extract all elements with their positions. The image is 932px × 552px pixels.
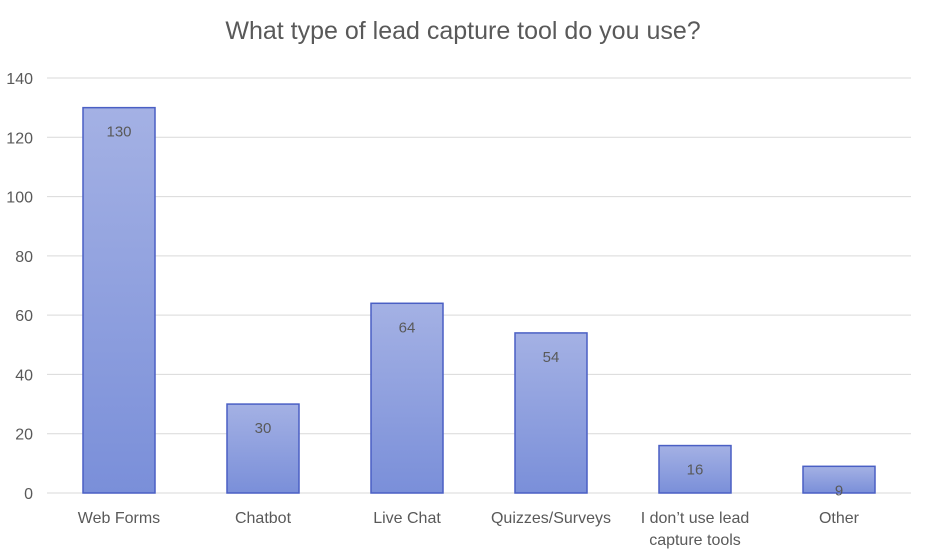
bar — [82, 106, 156, 494]
y-tick-label: 20 — [15, 427, 33, 444]
chart-title: What type of lead capture tool do you us… — [225, 17, 700, 45]
data-label: 54 — [543, 349, 560, 366]
data-label: 16 — [687, 462, 704, 479]
category-label: Other — [819, 510, 860, 527]
bar — [802, 465, 876, 494]
category-label: Chatbot — [235, 510, 292, 527]
y-tick-label: 0 — [24, 486, 33, 503]
data-label: 130 — [106, 124, 131, 141]
category-label-line: Live Chat — [373, 510, 441, 527]
bar — [514, 332, 588, 494]
data-label: 64 — [399, 319, 416, 336]
bar — [658, 444, 732, 494]
category-label: I don’t use lead capture tools — [641, 510, 750, 549]
bar — [370, 302, 444, 494]
category-label-line: Quizzes/Surveys — [491, 510, 611, 527]
bars — [82, 106, 876, 494]
x-axis-categories: Web Forms Chatbot Live Chat Quizzes/Surveys… — [78, 510, 860, 549]
y-tick-label: 40 — [15, 367, 33, 384]
category-label-line: I don’t use lead — [641, 510, 750, 527]
category-label: Live Chat — [373, 510, 441, 527]
bar — [226, 403, 300, 494]
y-tick-label: 60 — [15, 308, 33, 325]
category-label-line: Other — [819, 510, 860, 527]
data-labels: 130 30 64 54 16 9 — [106, 124, 843, 500]
category-label-line: capture tools — [649, 532, 741, 549]
y-tick-label: 140 — [6, 71, 33, 88]
y-tick-label: 80 — [15, 249, 33, 266]
y-tick-label: 100 — [6, 190, 33, 207]
category-label: Quizzes/Surveys — [491, 510, 611, 527]
gridlines — [47, 77, 911, 494]
category-label-line: Chatbot — [235, 510, 292, 527]
y-axis-ticks: 0 20 40 60 80 100 120 140 — [6, 71, 33, 503]
category-label: Web Forms — [78, 510, 160, 527]
data-label: 30 — [255, 420, 272, 437]
data-label: 9 — [835, 482, 843, 499]
category-label-line: Web Forms — [78, 510, 160, 527]
y-tick-label: 120 — [6, 130, 33, 147]
